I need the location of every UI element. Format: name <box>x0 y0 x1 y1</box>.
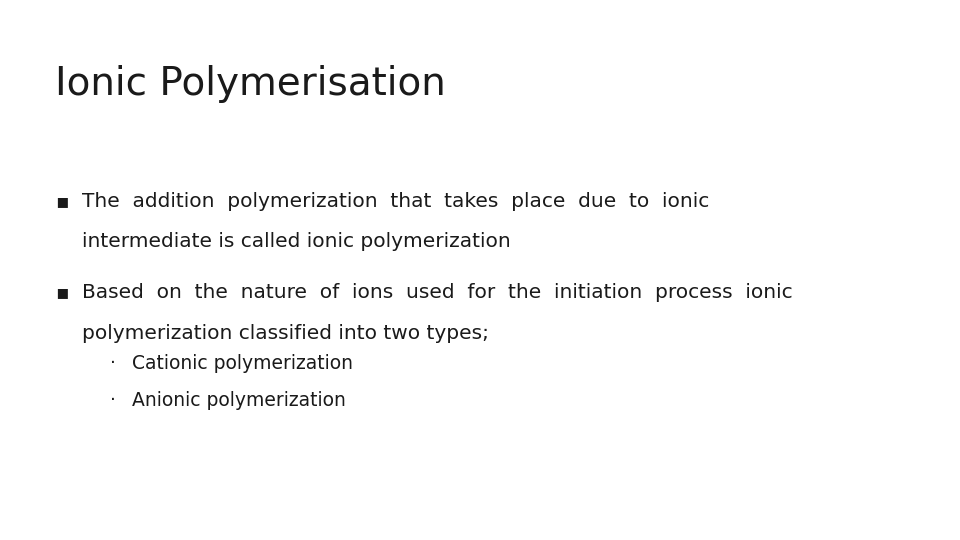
Text: ·: · <box>110 392 116 410</box>
Text: ·: · <box>110 354 116 373</box>
Text: Anionic polymerization: Anionic polymerization <box>132 392 346 410</box>
Text: ▪: ▪ <box>55 192 68 211</box>
Text: The  addition  polymerization  that  takes  place  due  to  ionic: The addition polymerization that takes p… <box>82 192 708 211</box>
Text: ▪: ▪ <box>55 284 68 302</box>
Text: polymerization classified into two types;: polymerization classified into two types… <box>82 324 489 343</box>
Text: Cationic polymerization: Cationic polymerization <box>132 354 352 373</box>
Text: intermediate is called ionic polymerization: intermediate is called ionic polymerizat… <box>82 232 511 251</box>
Text: Ionic Polymerisation: Ionic Polymerisation <box>55 65 445 103</box>
Text: Based  on  the  nature  of  ions  used  for  the  initiation  process  ionic: Based on the nature of ions used for the… <box>82 284 792 302</box>
